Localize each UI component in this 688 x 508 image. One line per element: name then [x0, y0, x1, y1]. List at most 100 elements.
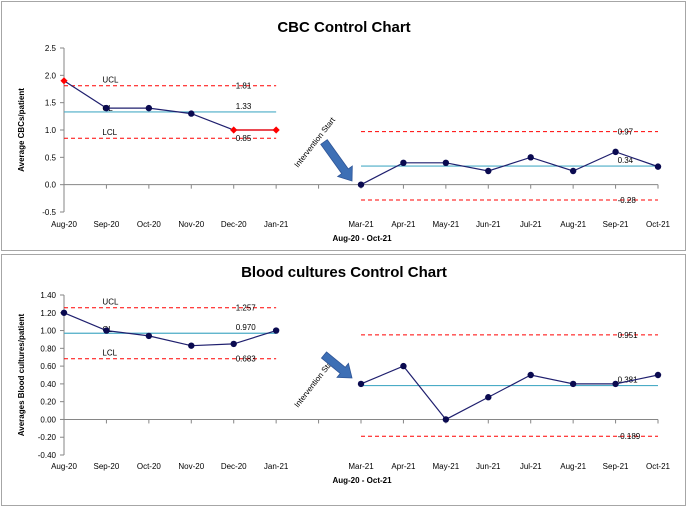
y-tick-label: 0.5: [45, 153, 57, 162]
data-point: [569, 167, 577, 175]
y-tick-label: 2.5: [45, 44, 57, 53]
x-axis-title: Aug-20 - Oct-21: [332, 476, 392, 485]
x-tick-label: Jul-21: [520, 220, 542, 229]
intervention-arrow-icon: [320, 139, 353, 182]
y-tick-label: 0.60: [40, 362, 56, 371]
x-tick-label: Jun-21: [476, 462, 501, 471]
lcl-value-label: 0.85: [236, 134, 252, 143]
intervention-arrow-icon: [320, 351, 353, 379]
y-tick-label: -0.20: [38, 433, 57, 442]
data-point: [103, 327, 110, 334]
y-tick-label: -0.5: [42, 208, 56, 217]
data-point: [145, 332, 153, 340]
x-tick-label: Jul-21: [520, 462, 542, 471]
data-point: [357, 380, 365, 388]
data-point: [230, 340, 237, 348]
data-point: [485, 167, 492, 175]
data-point: [527, 371, 534, 379]
ucl-value-label: 0.951: [618, 331, 639, 340]
x-tick-label: Oct-21: [646, 220, 671, 229]
data-point: [485, 394, 492, 401]
x-tick-label: Mar-21: [348, 462, 374, 471]
intervention-arrow-shape: [320, 139, 353, 182]
x-tick-label: Oct-21: [646, 462, 671, 471]
ucl-value-label: 1.257: [236, 304, 257, 313]
lcl-value-label: 0.683: [236, 355, 257, 364]
x-axis-title: Aug-20 - Oct-21: [332, 234, 392, 243]
ucl-text-label: UCL: [102, 76, 119, 85]
x-tick-label: Nov-20: [178, 462, 204, 471]
x-tick-label: Jan-21: [264, 220, 289, 229]
intervention-arrow-shape: [320, 351, 353, 379]
x-tick-label: Aug-20: [51, 220, 77, 229]
center-value-label: 0.34: [618, 156, 634, 165]
y-tick-label: -0.40: [38, 451, 57, 460]
blood-cultures-control-chart: Blood cultures Control Chart 1.40 1.20 1.00…: [17, 264, 671, 485]
x-tick-label: Aug-21: [560, 462, 586, 471]
data-point: [357, 181, 365, 188]
out-of-control-point: [60, 77, 68, 85]
y-tick-label: 0.0: [45, 181, 57, 190]
x-tick-label: Nov-20: [178, 220, 204, 229]
x-tick-label: May-21: [433, 220, 460, 229]
y-tick-label: 1.20: [40, 309, 56, 318]
cbc-chart-panel: CBC Control Chart 2.5 2.0 1.5 1.0 0.5 0.0 -0.5 A…: [1, 1, 686, 251]
data-point: [60, 309, 68, 316]
x-tick-label: Oct-20: [137, 220, 162, 229]
y-tick-label: 1.0: [45, 126, 57, 135]
data-point: [400, 159, 407, 166]
data-point: [103, 104, 110, 112]
x-tick-label: May-21: [433, 462, 460, 471]
center-value-label: 1.33: [236, 102, 252, 111]
x-tick-label: Mar-21: [348, 220, 374, 229]
data-point: [569, 380, 577, 388]
series-line: [360, 365, 659, 421]
data-point: [188, 342, 195, 349]
cbc-control-chart: CBC Control Chart 2.5 2.0 1.5 1.0 0.5 0.0 -0.5 A…: [17, 19, 671, 243]
data-point: [442, 416, 450, 423]
x-tick-label: Aug-20: [51, 462, 77, 471]
data-point: [188, 110, 195, 117]
x-tick-label: Sep-21: [603, 462, 629, 471]
data-point: [527, 154, 534, 161]
lcl-value-label: -0.189: [618, 432, 641, 441]
x-tick-label: Apr-21: [391, 462, 416, 471]
x-tick-label: Sep-20: [94, 462, 120, 471]
x-tick-label: Jan-21: [264, 462, 289, 471]
data-point: [272, 327, 280, 334]
y-tick-label: 0.80: [40, 344, 56, 353]
data-point: [612, 148, 619, 156]
x-tick-label: Sep-21: [603, 220, 629, 229]
x-tick-label: Oct-20: [137, 462, 162, 471]
y-tick-label: 1.00: [40, 327, 56, 336]
y-tick-label: 1.40: [40, 291, 56, 300]
y-tick-label: 1.5: [45, 99, 57, 108]
data-point: [654, 371, 662, 379]
x-tick-label: Dec-20: [221, 462, 247, 471]
out-of-control-point: [230, 126, 238, 134]
y-tick-label: 0.00: [40, 415, 56, 424]
data-point: [145, 104, 153, 112]
y-axis-title: Averages Blood cultures/patient: [17, 313, 26, 436]
data-point: [654, 163, 662, 170]
x-tick-label: Jun-21: [476, 220, 501, 229]
data-point: [612, 380, 619, 388]
lcl-text-label: LCL: [102, 128, 117, 137]
y-tick-label: 2.0: [45, 71, 57, 80]
chart-title: Blood cultures Control Chart: [241, 264, 447, 281]
series-line: [360, 151, 659, 186]
center-value-label: 0.381: [618, 376, 639, 385]
x-tick-label: Sep-20: [94, 220, 120, 229]
data-point: [400, 362, 407, 370]
lcl-value-label: -0.28: [618, 196, 637, 205]
ucl-value-label: 1.81: [236, 82, 252, 91]
y-tick-label: 0.20: [40, 398, 56, 407]
lcl-text-label: LCL: [102, 349, 117, 358]
y-tick-label: 0.40: [40, 380, 56, 389]
ucl-text-label: UCL: [102, 298, 119, 307]
y-axis-title: Average CBCs/patient: [17, 88, 26, 172]
ucl-value-label: 0.97: [618, 128, 634, 137]
x-tick-label: Aug-21: [560, 220, 586, 229]
x-tick-label: Apr-21: [391, 220, 416, 229]
